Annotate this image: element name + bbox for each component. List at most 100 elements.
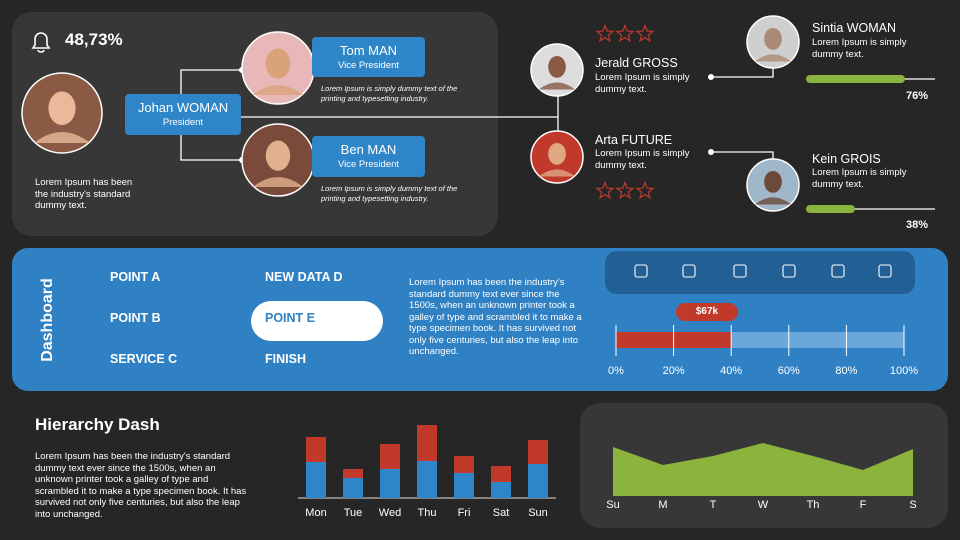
note: Lorem Ipsum has been the industry's stan… xyxy=(35,177,133,211)
icon xyxy=(878,264,892,278)
connector xyxy=(711,68,774,78)
photo-face xyxy=(265,48,291,79)
team-text: Lorem Ipsum is simply dummy text. xyxy=(812,37,907,60)
photo-face xyxy=(48,91,76,125)
stat: 48,73% xyxy=(65,30,123,49)
menu-item[interactable]: NEW DATA D xyxy=(265,270,343,284)
photo-face xyxy=(265,140,291,171)
x-tick-label: Sun xyxy=(528,507,548,519)
bar-segment xyxy=(454,456,474,473)
progress-fill xyxy=(806,75,905,83)
menu-item[interactable]: SERVICE C xyxy=(110,352,178,366)
bell-icon xyxy=(31,32,51,53)
vp-text: Lorem Ipsum is simply dummy text of the … xyxy=(321,184,458,203)
icon-bar xyxy=(605,251,915,294)
name-box: Johan WOMAN President xyxy=(125,94,241,135)
menu-item[interactable]: FINISH xyxy=(265,352,306,366)
progress-fill xyxy=(806,205,856,213)
menu-item[interactable]: POINT B xyxy=(110,311,161,325)
name-box: Ben MAN Vice President xyxy=(312,136,425,177)
icons xyxy=(634,264,892,278)
person-role: Vice President xyxy=(337,60,400,71)
bar-segment xyxy=(306,437,326,462)
x-tick-label: Thu xyxy=(418,507,437,519)
bar-segment xyxy=(528,440,548,464)
team-text: Lorem Ipsum is simply dummy text. xyxy=(595,148,690,171)
menu-pill xyxy=(251,301,383,341)
photo-body xyxy=(754,197,792,205)
x-tick-label: Sat xyxy=(493,507,510,519)
section-title: Hierarchy Dash xyxy=(35,415,160,434)
x-tick-label: Tue xyxy=(344,507,363,519)
photo-face xyxy=(548,142,566,165)
x-tick-label: Su xyxy=(606,499,619,511)
bar-segment xyxy=(528,464,548,498)
team-name: Kein GROIS xyxy=(812,152,881,166)
photo-face xyxy=(764,27,782,50)
photo-body xyxy=(754,54,792,62)
bar-segment xyxy=(491,466,511,482)
x-tick-label: Fri xyxy=(458,507,471,519)
icon xyxy=(782,264,796,278)
star xyxy=(635,23,655,43)
progress-badge: $67k xyxy=(676,303,738,321)
star xyxy=(635,180,655,200)
photo-face xyxy=(548,55,566,78)
vp-text: Lorem Ipsum is simply dummy text of the … xyxy=(321,84,458,103)
dot xyxy=(708,149,714,155)
bar-segment xyxy=(380,469,400,498)
team-text: Lorem Ipsum is simply dummy text. xyxy=(812,167,907,190)
x-tick-label: 0% xyxy=(608,365,624,377)
bar-segment xyxy=(306,462,326,498)
team-name: Arta FUTURE xyxy=(595,133,673,147)
photo-body xyxy=(538,169,576,177)
x-tick-label: 20% xyxy=(663,365,685,377)
charts: 0% 20% 40% 60% 80% 100% Mon Tue Wed Thu Fri Sat Sun S… xyxy=(298,325,918,519)
bar-segment xyxy=(380,444,400,469)
bar-segment xyxy=(417,425,437,461)
x-tick-label: Th xyxy=(807,499,820,511)
star xyxy=(595,23,615,43)
menu-item[interactable]: POINT A xyxy=(110,270,161,284)
section-text: Lorem Ipsum has been the industry's stan… xyxy=(35,451,247,520)
star xyxy=(615,180,635,200)
x-tick-label: Wed xyxy=(379,507,401,519)
x-tick-label: F xyxy=(860,499,867,511)
bar-segment xyxy=(343,478,363,498)
progress-label: 38% xyxy=(905,219,928,231)
person-role: President xyxy=(162,117,204,128)
x-tick-label: 40% xyxy=(720,365,742,377)
x-tick-label: Mon xyxy=(305,507,326,519)
photo-body xyxy=(538,82,576,90)
name-box: Tom MAN Vice President xyxy=(312,37,425,77)
photo-body xyxy=(34,132,90,143)
x-tick-label: M xyxy=(658,499,667,511)
person-name: Ben MAN xyxy=(340,142,397,157)
progress-label: 76% xyxy=(905,90,928,102)
star xyxy=(595,180,615,200)
photo-face xyxy=(764,170,782,193)
bar-segment xyxy=(491,482,511,498)
x-tick-label: T xyxy=(710,499,717,511)
dashboard-text: Lorem Ipsum has been the industry's stan… xyxy=(409,277,582,357)
bar-segment xyxy=(454,473,474,498)
stars xyxy=(595,23,655,200)
bar-segment xyxy=(343,469,363,478)
person-role: Vice President xyxy=(337,159,400,170)
dot xyxy=(708,74,714,80)
icon xyxy=(733,264,747,278)
bar-segment xyxy=(417,461,437,498)
team-name: Jerald GROSS xyxy=(595,56,678,70)
menu-item[interactable]: POINT E xyxy=(265,311,316,325)
area xyxy=(613,443,913,496)
photo-body xyxy=(252,85,304,95)
icon xyxy=(682,264,696,278)
team-name: Sintia WOMAN xyxy=(812,21,897,35)
photos xyxy=(21,15,800,212)
x-tick-label: W xyxy=(758,499,769,511)
x-tick-label: 80% xyxy=(835,365,857,377)
connector xyxy=(711,151,774,160)
icon xyxy=(634,264,648,278)
